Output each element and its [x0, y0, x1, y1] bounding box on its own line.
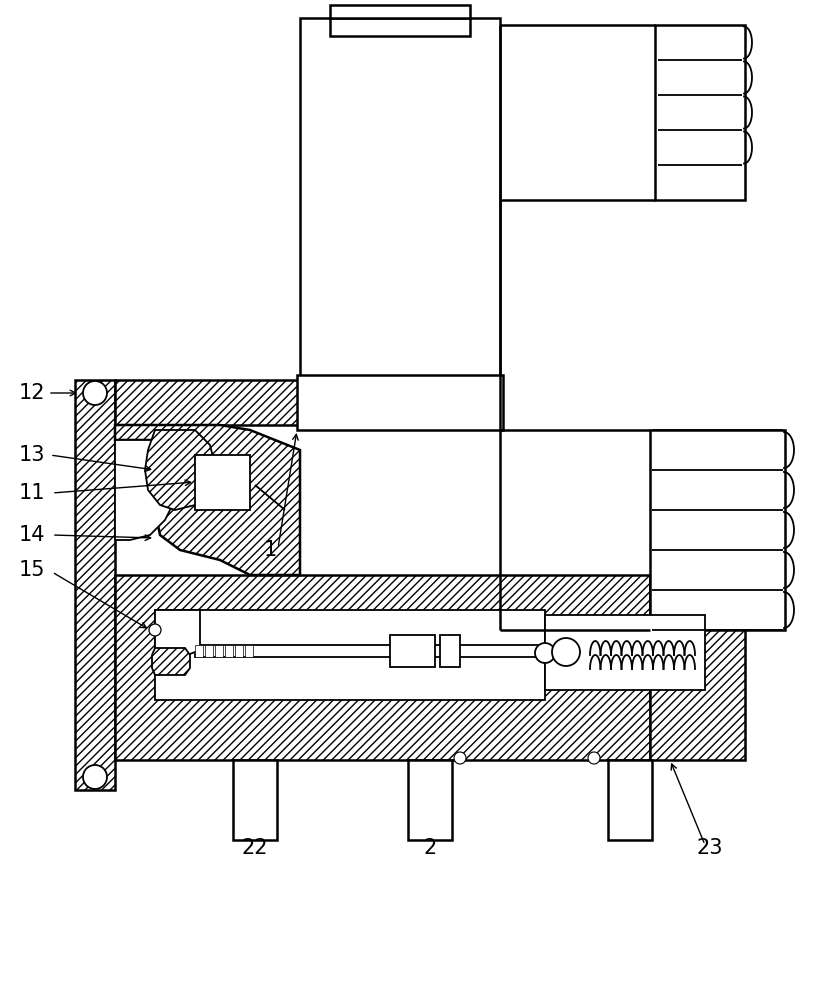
- Polygon shape: [152, 648, 190, 675]
- Bar: [300, 18, 500, 378]
- Circle shape: [588, 752, 600, 764]
- Polygon shape: [115, 425, 300, 575]
- Bar: [195, 455, 250, 510]
- Polygon shape: [115, 440, 175, 540]
- Bar: [297, 375, 503, 430]
- Circle shape: [83, 381, 107, 405]
- Polygon shape: [145, 430, 215, 510]
- Polygon shape: [155, 610, 200, 660]
- Circle shape: [535, 643, 555, 663]
- Bar: [155, 610, 545, 700]
- Text: 2: 2: [423, 838, 437, 858]
- Text: 23: 23: [696, 838, 723, 858]
- Bar: [650, 575, 745, 760]
- Bar: [330, 5, 470, 18]
- Bar: [408, 760, 452, 840]
- Text: 15: 15: [19, 560, 46, 580]
- Bar: [115, 380, 315, 425]
- Text: 12: 12: [19, 383, 46, 403]
- Text: 13: 13: [19, 445, 46, 465]
- Bar: [233, 760, 277, 840]
- Bar: [650, 430, 785, 630]
- Bar: [390, 635, 435, 667]
- Bar: [330, 18, 470, 36]
- Text: 14: 14: [19, 525, 46, 545]
- Bar: [235, 645, 243, 657]
- Bar: [115, 575, 650, 760]
- Bar: [608, 760, 652, 840]
- Text: 11: 11: [19, 483, 46, 503]
- Text: 1: 1: [263, 540, 276, 560]
- Text: 22: 22: [242, 838, 268, 858]
- Bar: [195, 645, 545, 657]
- Bar: [205, 645, 213, 657]
- Bar: [545, 615, 705, 690]
- Bar: [195, 645, 203, 657]
- Circle shape: [552, 638, 580, 666]
- Circle shape: [454, 752, 466, 764]
- Bar: [75, 380, 115, 790]
- Circle shape: [83, 765, 107, 789]
- Bar: [440, 635, 460, 667]
- Bar: [225, 645, 233, 657]
- Circle shape: [149, 624, 161, 636]
- Bar: [215, 645, 223, 657]
- Bar: [245, 645, 253, 657]
- Bar: [655, 25, 745, 200]
